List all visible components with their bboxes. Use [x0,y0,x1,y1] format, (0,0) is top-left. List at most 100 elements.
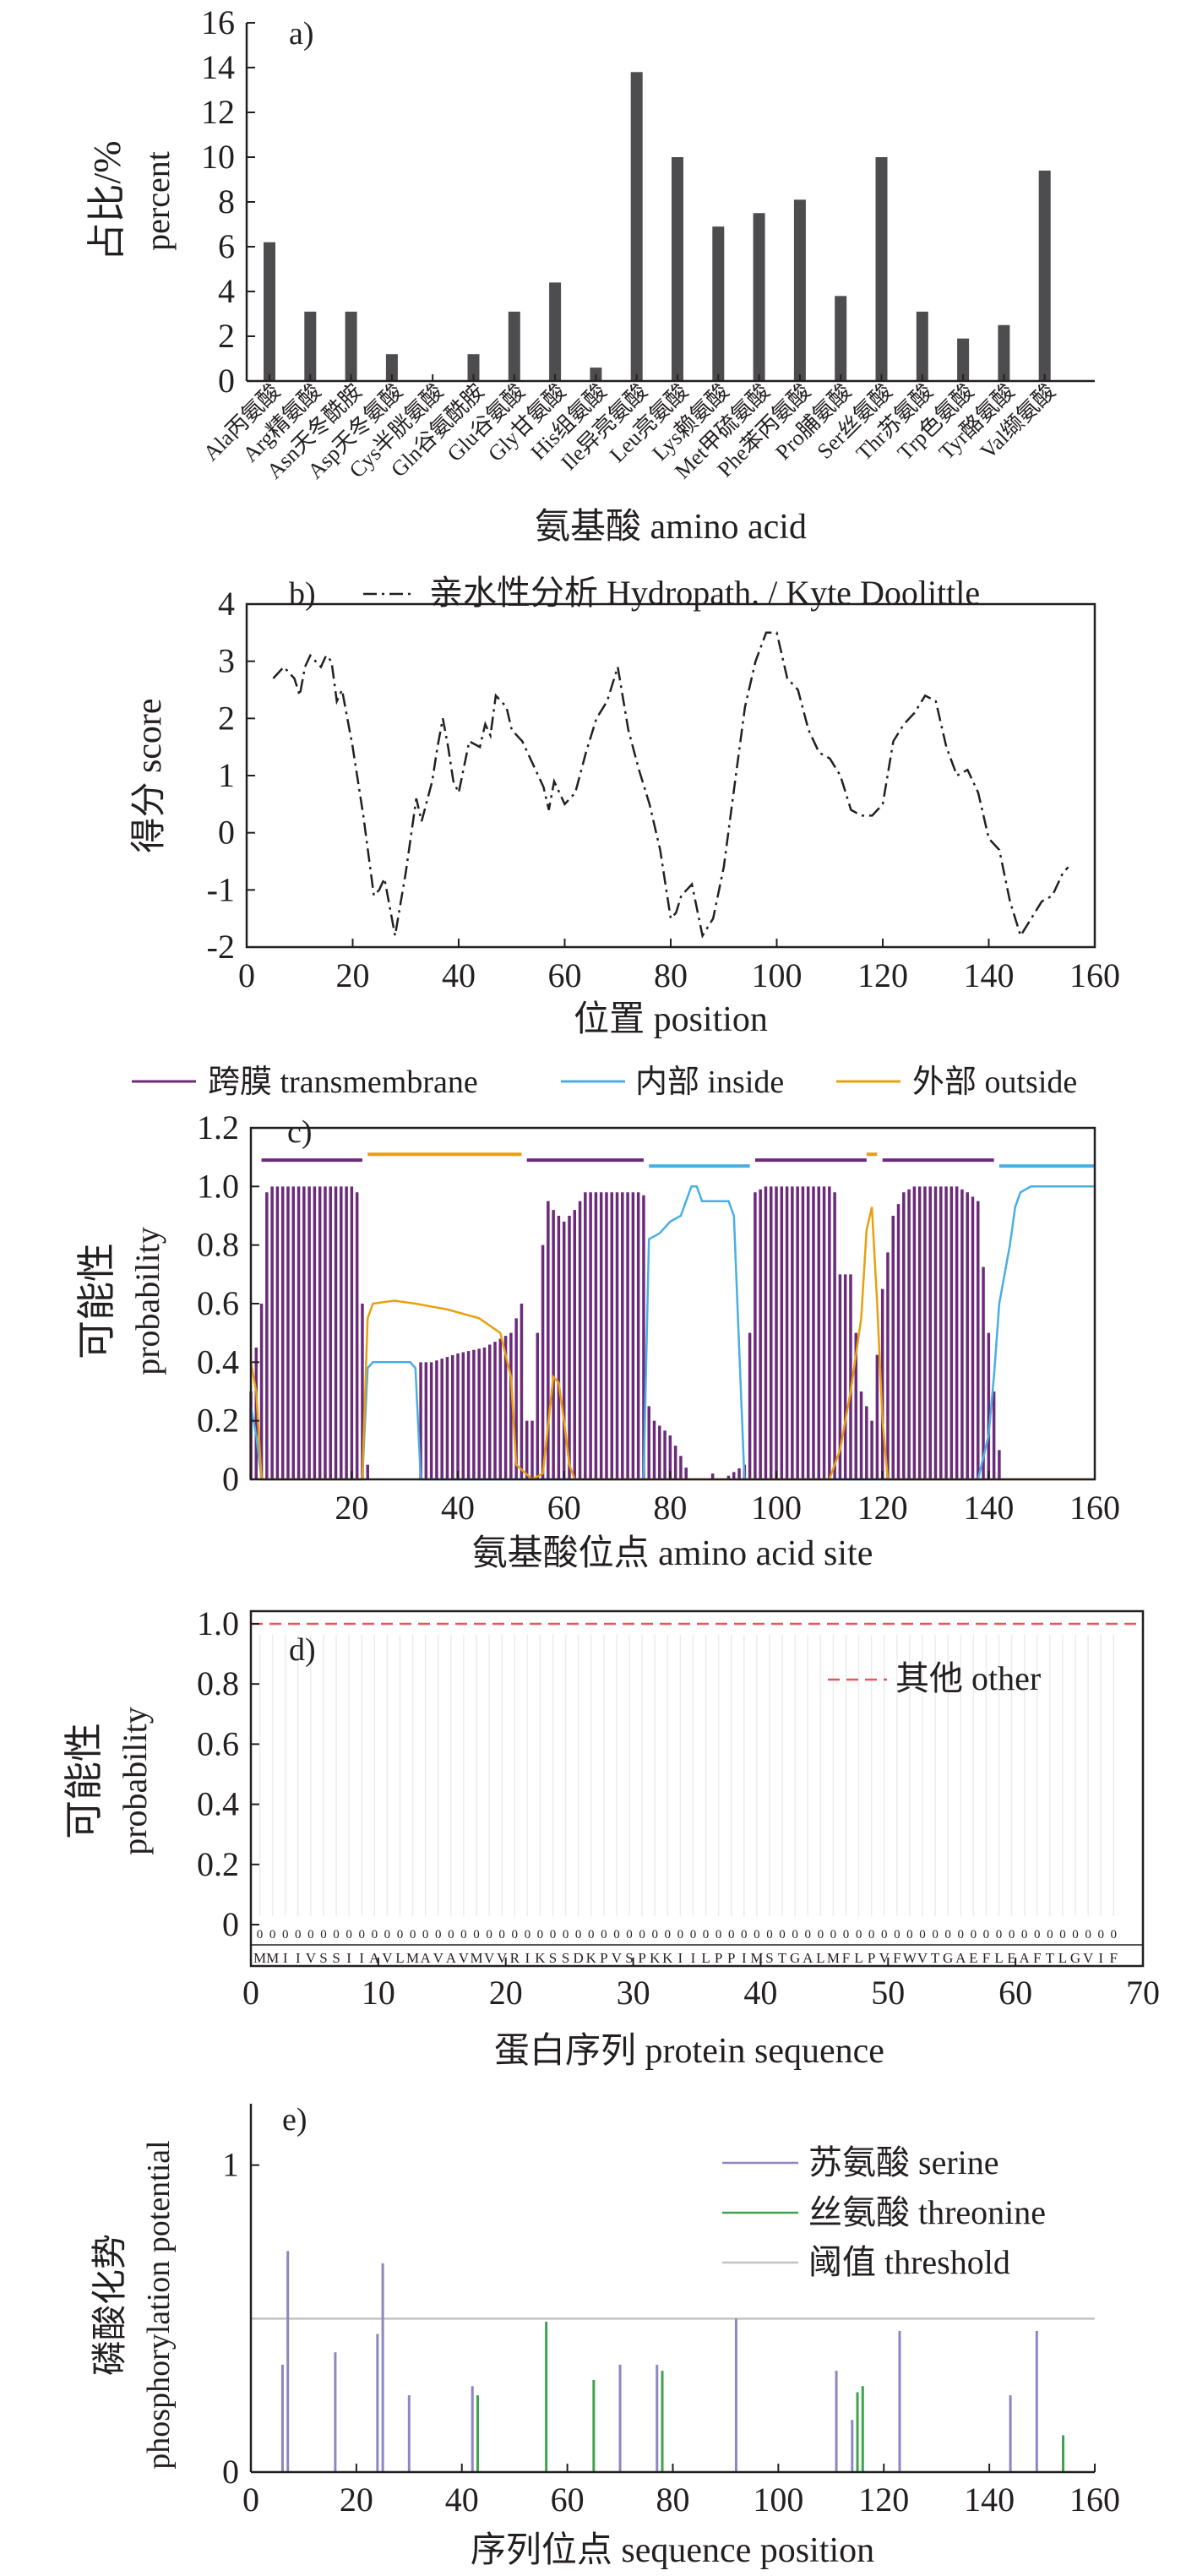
sequence-residue: V [917,1950,928,1966]
sequence-residue: L [395,1950,404,1966]
x-tick-label: 40 [442,956,476,994]
x-tick-label: 40 [445,2481,479,2519]
panel-b: -2 -1 0 1 2 3 4 0 20 40 60 80 100 120 140 160 b) 亲水性分析… [130,574,1120,1039]
panel-c-legend: 跨膜 transmembrane 内部 inside 外部 outside [132,1065,1077,1100]
panel-c-ylabel-cn: 可能性 [75,1243,118,1359]
x-tick-label: 20 [340,2481,373,2519]
sequence-residue: L [854,1950,862,1966]
bar [875,157,888,381]
sequence-residue: G [943,1950,953,1966]
panel-b-label: b) [289,576,316,612]
zero-marker: 0 [919,1928,926,1942]
sequence-residue: M [827,1950,840,1966]
panel-e-xticks: 0 20 40 60 80 100 120 140 160 [242,2464,1120,2519]
zero-marker: 0 [1111,1928,1118,1942]
sequence-residue: V [459,1950,470,1966]
panel-d-label: d) [289,1632,316,1668]
y-tick-label: 0.4 [197,1785,239,1823]
zero-marker: 0 [906,1928,913,1942]
zero-marker: 0 [703,1928,710,1942]
zero-marker: 0 [372,1928,378,1942]
x-tick-label: 140 [964,2481,1015,2519]
sequence-residue: M [470,1950,482,1966]
zero-marker: 0 [754,1928,760,1942]
sequence-residue: E [1007,1950,1015,1966]
x-tick-label: 160 [1069,956,1120,994]
zero-marker: 0 [843,1928,850,1942]
sequence-residue: I [296,1950,301,1966]
y-tick-label: 2 [218,699,235,737]
zero-marker: 0 [996,1928,1003,1942]
x-tick-label: 140 [964,956,1015,994]
zero-marker: 0 [550,1928,557,1942]
zero-marker: 0 [868,1928,875,1942]
y-tick-label: 16 [201,3,235,41]
bar [835,296,847,381]
zero-marker: 0 [320,1928,327,1942]
sequence-residue: M [266,1950,279,1966]
sequence-residue: D [574,1950,584,1966]
zero-marker: 0 [1059,1928,1066,1942]
panel-c-ylabel-en: probability [128,1227,166,1375]
sequence-residue: V [306,1950,317,1966]
panel-b-ylabel: 得分 score [130,698,169,852]
panel-b-xlabel: 位置 position [574,999,768,1039]
zero-marker: 0 [1072,1928,1079,1942]
bar [672,157,683,381]
zero-marker: 0 [728,1928,735,1942]
y-tick-label: 0 [218,814,235,852]
zero-marker: 0 [1047,1928,1053,1942]
panel-d-frame [249,1609,1145,1968]
sequence-residue: K [662,1950,673,1966]
zero-marker: 0 [486,1928,492,1942]
y-tick-label: 0.8 [197,1664,239,1702]
panel-c-xlabel: 氨基酸位点 amino acid site [472,1533,873,1573]
panel-a-xticks: Ala丙氨酸Arg精氨酸Asn天冬酰胺Asp天冬氨酸Cys半胱氨酸Gln谷氨酰胺… [199,374,1060,483]
sequence-residue: W [903,1950,917,1966]
panel-e-label: e) [282,2102,307,2138]
panel-d-gridlines [258,1635,1115,1916]
zero-marker: 0 [779,1928,786,1942]
x-tick-label: 60 [551,2481,585,2519]
sequence-residue: T [931,1950,940,1966]
zero-marker: 0 [830,1928,837,1942]
y-tick-label: 8 [218,182,235,221]
zero-marker: 0 [512,1928,519,1942]
sequence-residue: M [253,1950,266,1966]
sequence-residue: L [994,1950,1003,1966]
y-tick-label: 14 [201,48,235,86]
sequence-residue: V [612,1950,623,1966]
panel-d-ylabel-en: probability [116,1707,154,1855]
zero-marker: 0 [639,1928,645,1942]
legend-outside-text: 外部 outside [912,1065,1077,1100]
sequence-residue: P [638,1950,645,1966]
x-tick-label: 50 [871,1974,905,2012]
zero-marker: 0 [665,1928,672,1942]
x-tick-label: 20 [335,1489,368,1527]
zero-marker: 0 [422,1928,429,1942]
sequence-residue: K [535,1950,546,1966]
sequence-residue: I [691,1950,696,1966]
sequence-residue: K [586,1950,597,1966]
zero-marker: 0 [498,1928,505,1942]
zero-marker: 0 [971,1928,977,1942]
bar [304,311,317,381]
y-tick-label: 2 [218,317,235,355]
sequence-residue: I [742,1950,747,1966]
sequence-residue: K [650,1950,661,1966]
panel-a-label: a) [289,16,314,52]
bar [998,324,1010,381]
panel-c-yticks: 0 0.2 0.4 0.6 0.8 1.0 1.2 [197,1108,259,1498]
sequence-residue: T [1046,1950,1055,1966]
panel-d-xlabel: 蛋白序列 protein sequence [494,2032,884,2071]
panel-e-xlabel: 序列位点 sequence position [471,2530,874,2570]
zero-marker: 0 [269,1928,276,1942]
bar [345,311,357,381]
sequence-residue: A [1020,1950,1031,1966]
x-tick-label: 20 [336,956,370,994]
y-tick-label: 12 [201,93,235,131]
sequence-residue: F [842,1950,850,1966]
zero-marker: 0 [295,1928,302,1942]
